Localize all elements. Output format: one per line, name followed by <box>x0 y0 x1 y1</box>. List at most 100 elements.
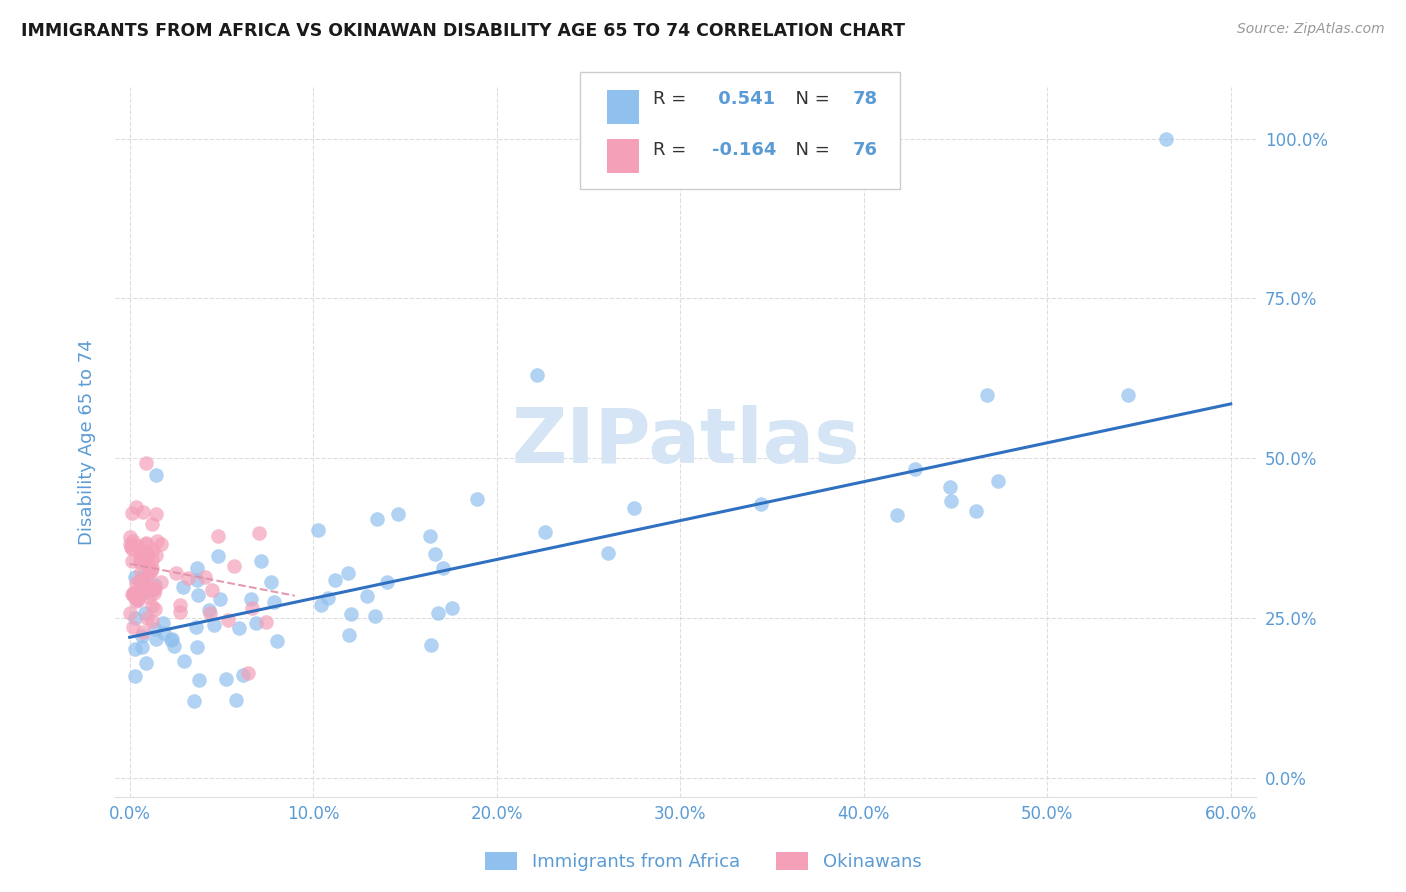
Point <box>215 672 238 686</box>
Text: R =: R = <box>652 90 692 108</box>
Point <box>194 570 217 584</box>
Point <box>169 605 191 619</box>
Point <box>200 607 222 621</box>
Point <box>188 673 211 688</box>
Point <box>122 587 145 601</box>
Point <box>356 589 378 603</box>
Point <box>387 507 409 521</box>
Text: 78: 78 <box>852 90 877 108</box>
Point <box>128 574 150 588</box>
Point <box>217 613 239 627</box>
Point <box>121 587 143 601</box>
Point <box>1156 131 1178 145</box>
Point <box>122 585 145 599</box>
Point <box>136 549 159 563</box>
Point <box>131 640 153 654</box>
Point <box>749 497 772 511</box>
Point <box>135 656 157 670</box>
Point <box>364 609 387 624</box>
Point <box>169 599 191 613</box>
Point <box>187 588 209 602</box>
FancyBboxPatch shape <box>607 138 638 173</box>
Point <box>162 632 184 646</box>
Point <box>121 533 143 548</box>
Point <box>143 578 166 592</box>
Point <box>207 549 229 563</box>
Point <box>225 693 247 707</box>
Point <box>160 633 183 648</box>
Point <box>152 616 174 631</box>
Point <box>150 537 173 551</box>
Point <box>596 546 619 560</box>
Point <box>423 547 446 561</box>
Point <box>138 590 160 604</box>
Point <box>143 586 166 600</box>
Point <box>122 588 145 602</box>
Point <box>138 566 160 580</box>
Point <box>939 480 962 494</box>
Point <box>146 534 169 549</box>
Point <box>965 504 987 518</box>
Point <box>323 573 346 587</box>
Point <box>135 552 157 566</box>
Point <box>127 590 149 604</box>
Point <box>238 665 260 680</box>
Point <box>132 576 155 591</box>
Point <box>209 592 232 607</box>
Text: N =: N = <box>785 90 835 108</box>
Point <box>232 668 254 682</box>
FancyBboxPatch shape <box>579 72 900 189</box>
Point <box>440 601 463 615</box>
Point <box>184 620 207 634</box>
Point <box>183 694 205 708</box>
Point <box>129 550 152 565</box>
Point <box>129 545 152 559</box>
Text: R =: R = <box>652 141 692 159</box>
Point <box>132 505 155 519</box>
Point <box>142 543 165 558</box>
Point <box>135 545 157 559</box>
Text: 0.541: 0.541 <box>711 90 775 108</box>
Point <box>986 474 1008 488</box>
Point <box>263 594 285 608</box>
Point <box>432 561 454 575</box>
Point <box>427 606 450 620</box>
Point <box>240 591 263 606</box>
Point <box>198 603 221 617</box>
Point <box>1116 387 1139 401</box>
Point <box>186 561 208 575</box>
Text: IMMIGRANTS FROM AFRICA VS OKINAWAN DISABILITY AGE 65 TO 74 CORRELATION CHART: IMMIGRANTS FROM AFRICA VS OKINAWAN DISAB… <box>21 22 905 40</box>
Point <box>134 548 156 562</box>
Point <box>124 500 146 514</box>
Point <box>254 615 277 629</box>
Point <box>316 591 339 606</box>
Point <box>623 500 645 515</box>
Point <box>202 618 225 632</box>
Point <box>465 491 488 506</box>
Point <box>886 508 908 523</box>
Point <box>337 627 360 641</box>
Point <box>131 552 153 566</box>
Point <box>136 611 159 625</box>
Point <box>143 602 166 616</box>
Point <box>132 545 155 559</box>
Point <box>135 581 157 595</box>
Point <box>309 599 332 613</box>
Point <box>127 592 149 607</box>
Legend: Immigrants from Africa, Okinawans: Immigrants from Africa, Okinawans <box>478 845 928 879</box>
Point <box>145 548 167 562</box>
Point <box>247 526 270 541</box>
Point <box>222 558 245 573</box>
Point <box>125 575 148 590</box>
Point <box>136 584 159 599</box>
Point <box>177 571 200 585</box>
Point <box>141 553 163 567</box>
Point <box>134 606 156 620</box>
Point <box>420 638 443 652</box>
Point <box>129 565 152 579</box>
Point <box>132 586 155 600</box>
Point <box>128 555 150 569</box>
Text: 76: 76 <box>852 141 877 159</box>
Point <box>186 640 208 654</box>
Text: Source: ZipAtlas.com: Source: ZipAtlas.com <box>1237 22 1385 37</box>
